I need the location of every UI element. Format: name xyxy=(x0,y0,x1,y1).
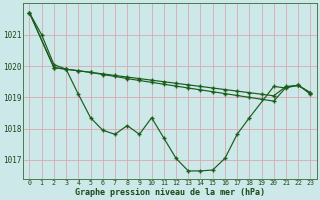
X-axis label: Graphe pression niveau de la mer (hPa): Graphe pression niveau de la mer (hPa) xyxy=(75,188,265,197)
